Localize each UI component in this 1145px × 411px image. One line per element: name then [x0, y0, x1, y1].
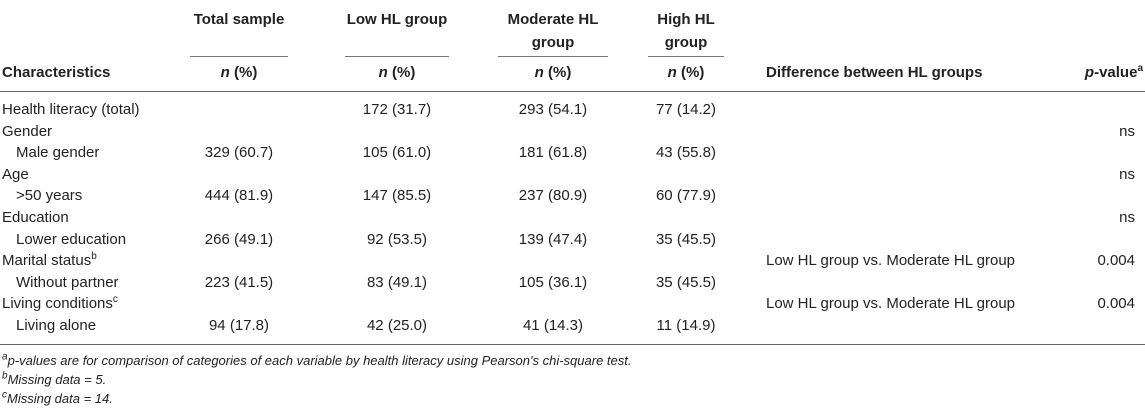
cell-low: 147 (85.5)	[362, 187, 432, 205]
row-label: Age	[2, 165, 29, 183]
cell-moderate: 293 (54.1)	[518, 101, 588, 118]
col-header-total: Total sample	[193, 11, 285, 28]
cell-high: 43 (55.8)	[655, 144, 717, 162]
cell-high: 35 (45.5)	[655, 273, 717, 291]
col-header-high-line2: group	[664, 34, 708, 51]
cell-low: 92 (53.5)	[366, 230, 428, 248]
col-header-difference: Difference between HL groups	[766, 64, 983, 81]
spanner-line-total	[190, 56, 288, 57]
cell-moderate: 181 (61.8)	[518, 144, 588, 162]
cell-total: 329 (60.7)	[204, 144, 274, 162]
cell-moderate: 139 (47.4)	[518, 230, 588, 248]
row-label: Gender	[2, 122, 53, 140]
spanner-line-low	[345, 56, 449, 57]
spanner-line-moderate	[498, 56, 608, 57]
col-subheader-low: n (%)	[378, 64, 416, 81]
cell-difference: Low HL group vs. Moderate HL group	[766, 252, 1016, 270]
spanner-line-high	[648, 56, 724, 57]
bottom-rule	[0, 344, 1145, 345]
row-label: Lower education	[16, 230, 127, 248]
col-header-low: Low HL group	[346, 11, 448, 28]
cell-low: 172 (31.7)	[362, 101, 432, 118]
cell-pvalue: ns	[1119, 165, 1135, 183]
row-label: Education	[2, 209, 69, 226]
cell-low: 83 (49.1)	[366, 273, 428, 291]
cell-pvalue: ns	[1119, 209, 1135, 226]
cell-high: 77 (14.2)	[655, 101, 717, 118]
cell-high: 11 (14.9)	[656, 317, 716, 334]
cell-pvalue: ns	[1119, 122, 1135, 140]
col-subheader-high: n (%)	[667, 64, 705, 81]
col-header-moderate-line1: Moderate HL	[507, 11, 599, 28]
cell-total: 444 (81.9)	[204, 187, 274, 205]
cell-high: 35 (45.5)	[655, 230, 717, 248]
cell-total: 94 (17.8)	[208, 317, 270, 334]
col-header-high-line1: High HL	[657, 11, 715, 28]
cell-moderate: 41 (14.3)	[522, 317, 584, 334]
row-label: Living alone	[16, 317, 97, 334]
col-header-characteristics: Characteristics	[2, 64, 111, 81]
cell-total: 266 (49.1)	[204, 230, 274, 248]
cell-pvalue: 0.004	[1097, 295, 1135, 313]
cell-total: 223 (41.5)	[204, 273, 274, 291]
col-subheader-moderate: n (%)	[534, 64, 572, 81]
header-rule	[0, 91, 1145, 92]
row-label: Health literacy (total)	[2, 101, 140, 118]
cell-low: 42 (25.0)	[366, 317, 428, 334]
row-label: Male gender	[16, 144, 100, 162]
cell-moderate: 105 (36.1)	[518, 273, 588, 291]
footnote: cMissing data = 14.	[2, 389, 113, 406]
cell-difference: Low HL group vs. Moderate HL group	[766, 295, 1016, 313]
footnote: ap-values are for comparison of categori…	[2, 351, 632, 368]
row-label: >50 years	[16, 187, 83, 205]
row-label: Without partner	[16, 273, 119, 291]
cell-low: 105 (61.0)	[362, 144, 432, 162]
col-header-pvalue: p-valuea	[1084, 63, 1143, 82]
cell-high: 60 (77.9)	[655, 187, 717, 205]
col-subheader-total: n (%)	[220, 64, 258, 81]
row-label: Marital statusb	[2, 251, 97, 270]
cell-pvalue: 0.004	[1097, 252, 1135, 270]
col-header-moderate-line2: group	[531, 34, 575, 51]
row-label: Living conditionsc	[2, 294, 118, 313]
cell-moderate: 237 (80.9)	[518, 187, 588, 205]
footnote: bMissing data = 5.	[2, 370, 107, 387]
